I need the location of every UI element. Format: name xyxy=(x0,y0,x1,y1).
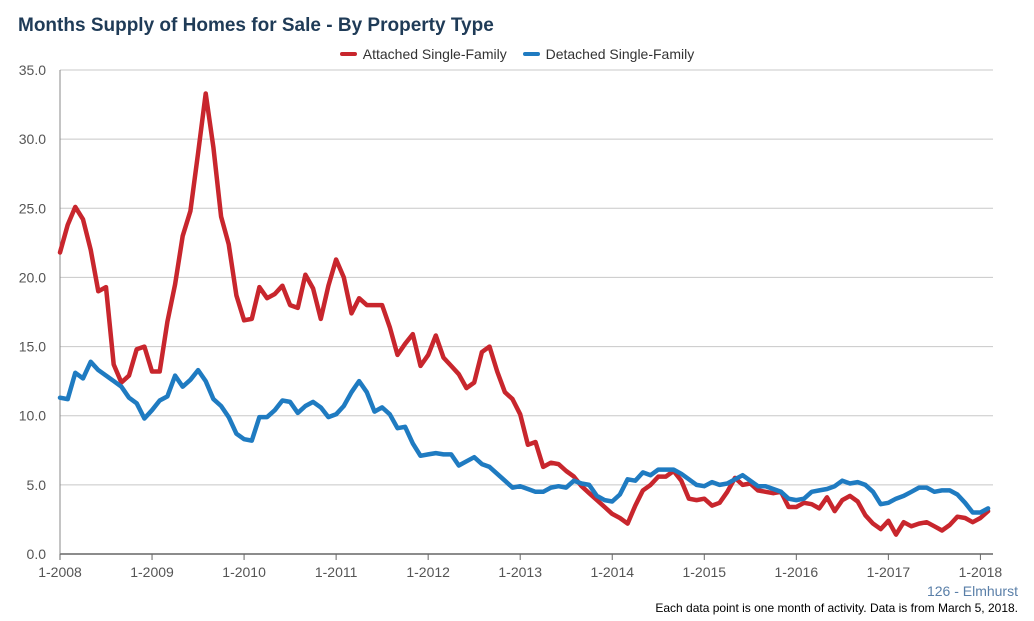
y-tick-label: 25.0 xyxy=(19,200,46,216)
y-tick-label: 20.0 xyxy=(19,269,46,285)
x-tick-label: 1-2017 xyxy=(867,564,911,580)
legend-label-attached: Attached Single-Family xyxy=(362,46,507,62)
footer-place-label: 126 - Elmhurst xyxy=(926,583,1018,599)
x-tick-label: 1-2018 xyxy=(959,564,1003,580)
y-tick-label: 5.0 xyxy=(27,477,47,493)
x-tick-label: 1-2008 xyxy=(38,564,82,580)
x-tick-label: 1-2011 xyxy=(315,564,358,580)
legend-swatch-attached xyxy=(339,52,357,56)
footer-data-note: Each data point is one month of activity… xyxy=(655,601,1018,615)
y-tick-label: 10.0 xyxy=(19,408,46,424)
x-tick-label: 1-2013 xyxy=(498,564,542,580)
legend-item-detached[interactable]: Detached Single-Family xyxy=(522,46,695,62)
x-tick-label: 1-2016 xyxy=(775,564,819,580)
x-tick-label: 1-2015 xyxy=(682,564,726,580)
x-tick-label: 1-2009 xyxy=(130,564,174,580)
x-tick-label: 1-2012 xyxy=(406,564,450,580)
chart-title: Months Supply of Homes for Sale - By Pro… xyxy=(18,15,494,36)
legend-label-detached: Detached Single-Family xyxy=(545,46,695,62)
x-tick-label: 1-2014 xyxy=(590,564,634,580)
y-tick-label: 35.0 xyxy=(19,62,46,78)
series-line-detached xyxy=(57,359,991,515)
chart-legend: Attached Single-Family Detached Single-F… xyxy=(0,43,1034,62)
y-tick-label: 30.0 xyxy=(19,131,46,147)
series-line-attached xyxy=(57,91,991,537)
legend-swatch-detached xyxy=(522,52,540,56)
legend-item-attached[interactable]: Attached Single-Family xyxy=(339,46,507,62)
x-tick-label: 1-2010 xyxy=(222,564,266,580)
y-tick-label: 15.0 xyxy=(19,339,46,355)
y-tick-label: 0.0 xyxy=(27,546,47,562)
